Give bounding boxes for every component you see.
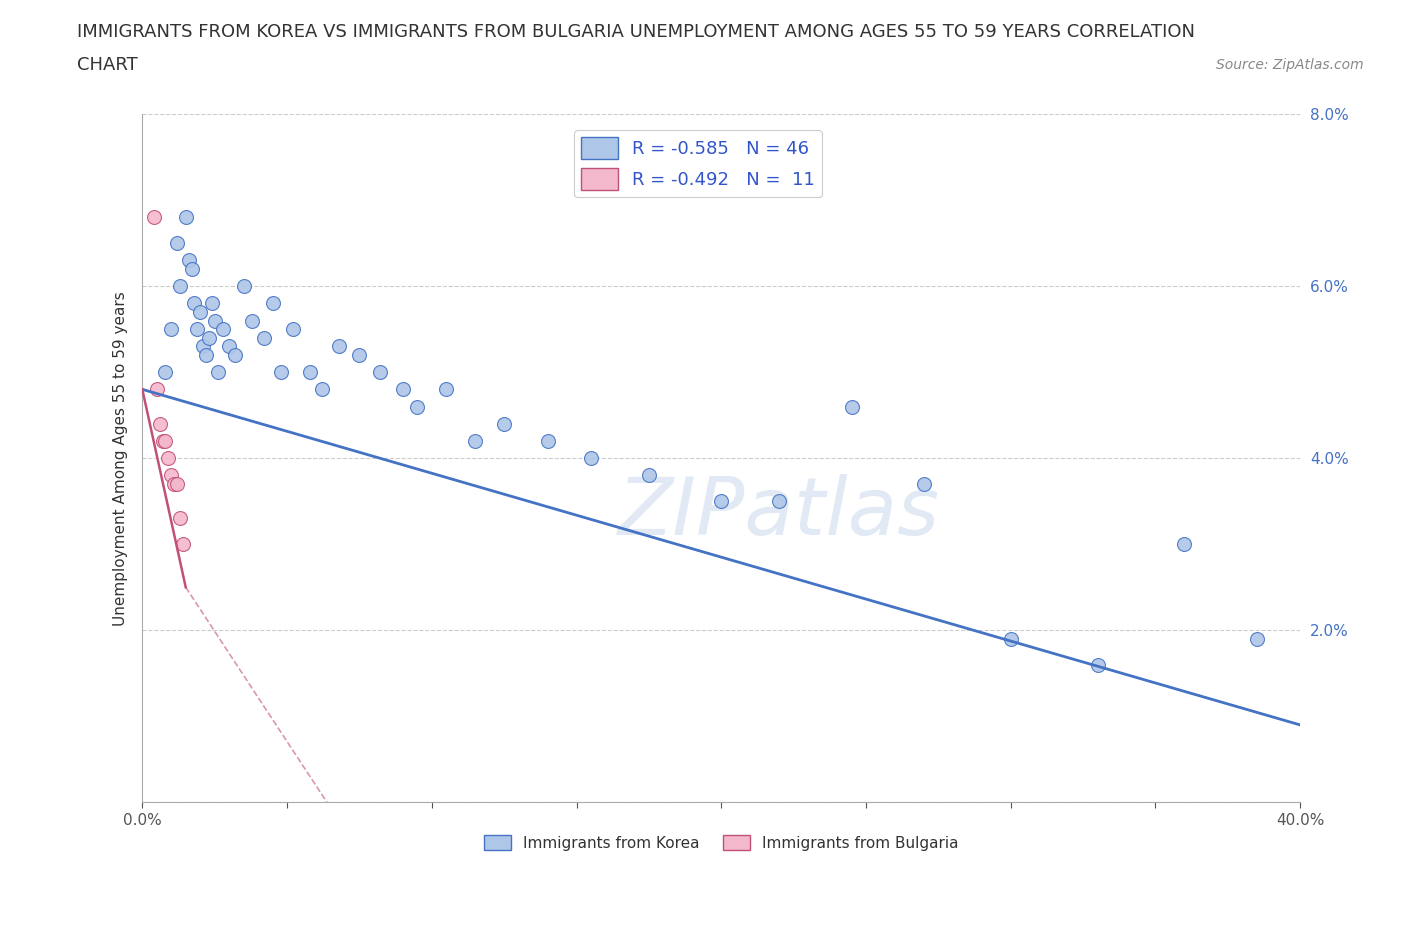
Point xyxy=(1087,658,1109,672)
Point xyxy=(270,365,292,379)
Point xyxy=(160,468,183,483)
Point xyxy=(536,433,558,448)
Point xyxy=(240,313,263,328)
Point xyxy=(912,476,935,491)
Point xyxy=(281,322,304,337)
Point xyxy=(262,296,284,311)
Point xyxy=(224,348,246,363)
Point xyxy=(328,339,350,353)
Point xyxy=(253,330,276,345)
Point xyxy=(1246,631,1268,646)
Point xyxy=(232,279,254,294)
Point xyxy=(174,210,197,225)
Point xyxy=(204,313,226,328)
Point xyxy=(155,433,177,448)
Point xyxy=(186,322,208,337)
Point xyxy=(146,382,169,397)
Point xyxy=(1000,631,1022,646)
Point xyxy=(434,382,457,397)
Point xyxy=(768,494,790,509)
Point xyxy=(166,235,188,250)
Point xyxy=(494,417,516,432)
Point xyxy=(710,494,733,509)
Point xyxy=(299,365,322,379)
Point xyxy=(212,322,235,337)
Point xyxy=(163,476,186,491)
Point xyxy=(638,468,661,483)
Point xyxy=(195,348,218,363)
Text: IMMIGRANTS FROM KOREA VS IMMIGRANTS FROM BULGARIA UNEMPLOYMENT AMONG AGES 55 TO : IMMIGRANTS FROM KOREA VS IMMIGRANTS FROM… xyxy=(77,23,1195,41)
Point xyxy=(183,296,205,311)
Point xyxy=(142,210,165,225)
Text: ZIPatlas: ZIPatlas xyxy=(619,474,941,552)
Point xyxy=(579,451,602,466)
Point xyxy=(392,382,415,397)
Y-axis label: Unemployment Among Ages 55 to 59 years: Unemployment Among Ages 55 to 59 years xyxy=(114,291,128,626)
Point xyxy=(188,304,211,319)
Point xyxy=(349,348,371,363)
Point xyxy=(311,382,333,397)
Point xyxy=(218,339,240,353)
Point xyxy=(198,330,221,345)
Point xyxy=(152,433,174,448)
Point xyxy=(201,296,224,311)
Text: Source: ZipAtlas.com: Source: ZipAtlas.com xyxy=(1216,58,1364,72)
Point xyxy=(207,365,229,379)
Point xyxy=(1173,537,1195,551)
Point xyxy=(169,279,191,294)
Point xyxy=(841,399,863,414)
Point xyxy=(191,339,214,353)
Point xyxy=(177,253,200,268)
Point xyxy=(464,433,486,448)
Point xyxy=(368,365,391,379)
Point xyxy=(166,476,188,491)
Point xyxy=(180,261,202,276)
Point xyxy=(160,322,183,337)
Point xyxy=(406,399,429,414)
Point xyxy=(157,451,180,466)
Point xyxy=(149,417,172,432)
Legend: Immigrants from Korea, Immigrants from Bulgaria: Immigrants from Korea, Immigrants from B… xyxy=(478,829,965,857)
Point xyxy=(169,511,191,525)
Point xyxy=(155,365,177,379)
Point xyxy=(172,537,194,551)
Text: CHART: CHART xyxy=(77,56,138,73)
